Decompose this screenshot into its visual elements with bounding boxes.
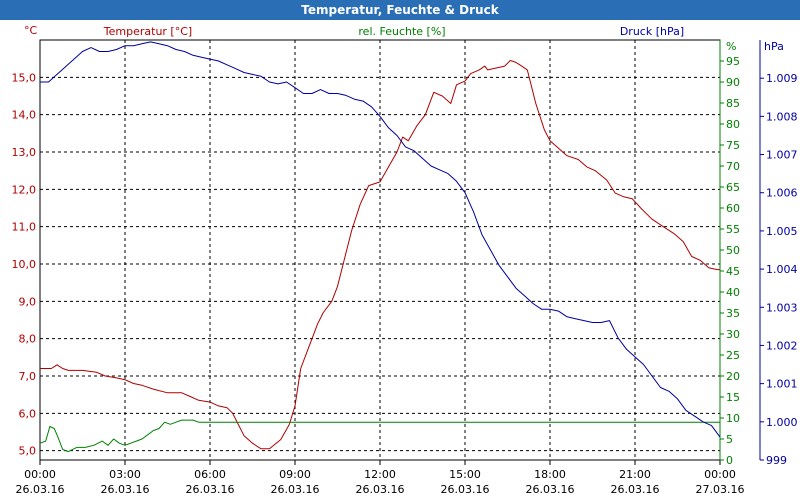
x-tick-time: 21:00 [619,468,651,481]
pressure-axis-label: Druck [hPa] [620,25,684,38]
temperature-tick-label: 6,0 [19,407,37,420]
humidity-tick-label: 25 [726,349,740,362]
humidity-tick-label: 20 [726,370,740,383]
x-tick-time: 03:00 [109,468,141,481]
pressure-tick-label: 1.002 [766,339,798,352]
temperature-tick-label: 7,0 [19,370,37,383]
humidity-axis-label: rel. Feuchte [%] [358,25,445,38]
pressure-tick-label: 999 [766,454,787,467]
chart-area: 00:00 26.03.16 03:00 26.03.16 06:00 26.03.16 0… [12,24,798,496]
humidity-tick-label: 90 [726,76,740,89]
pressure-tick-label: 1.006 [766,187,798,200]
x-tick-date: 26.03.16 [441,483,490,496]
temperature-tick-label: 10,0 [12,258,37,271]
temperature-tick-label: 12,0 [12,183,37,196]
humidity-tick-label: 45 [726,265,740,278]
x-tick-date: 26.03.16 [16,483,65,496]
humidity-tick-label: 60 [726,202,740,215]
pressure-tick-label: 1.000 [766,416,798,429]
pressure-tick-label: 1.009 [766,72,798,85]
humidity-tick-label: 80 [726,118,740,131]
humidity-tick-label: 85 [726,97,740,110]
temperature-tick-label: 9,0 [19,295,37,308]
x-tick-date: 26.03.16 [271,483,320,496]
humidity-tick-label: 50 [726,244,740,257]
humidity-tick-label: 30 [726,328,740,341]
x-tick-time: 09:00 [279,468,311,481]
x-tick-time: 15:00 [449,468,481,481]
humidity-tick-label: 55 [726,223,740,236]
humidity-unit: % [726,40,736,53]
humidity-tick-label: 35 [726,307,740,320]
humidity-tick-label: 70 [726,160,740,173]
humidity-line [39,419,720,453]
temperature-unit: °C [24,24,38,37]
humidity-tick-label: 95 [726,55,740,68]
x-tick-date: 26.03.16 [611,483,660,496]
x-tick-time: 00:00 [704,468,736,481]
x-tick-time: 12:00 [364,468,396,481]
window-title: Temperatur, Feuchte & Druck [0,0,800,20]
temperature-line [40,60,720,450]
humidity-tick-label: 5 [726,433,733,446]
temperature-tick-label: 11,0 [12,221,37,234]
temperature-tick-label: 14,0 [12,109,37,122]
pressure-tick-label: 1.003 [766,301,798,314]
x-tick-time: 00:00 [24,468,56,481]
temperature-tick-label: 13,0 [12,146,37,159]
humidity-tick-label: 0 [726,454,733,467]
x-tick-time: 06:00 [194,468,226,481]
humidity-tick-label: 10 [726,412,740,425]
pressure-tick-label: 1.007 [766,149,798,162]
x-tick-date: 26.03.16 [101,483,150,496]
x-tick-date: 27.03.16 [696,483,745,496]
x-tick-time: 18:00 [534,468,566,481]
temperature-tick-label: 8,0 [19,333,37,346]
humidity-tick-label: 75 [726,139,740,152]
humidity-tick-label: 40 [726,286,740,299]
x-tick-date: 26.03.16 [186,483,235,496]
pressure-tick-label: 1.008 [766,110,798,123]
pressure-tick-label: 1.004 [766,263,798,276]
x-tick-date: 26.03.16 [526,483,575,496]
temperature-tick-label: 5,0 [19,445,37,458]
humidity-tick-label: 15 [726,391,740,404]
pressure-tick-label: 1.001 [766,378,798,391]
temperature-tick-label: 15,0 [12,71,37,84]
pressure-unit: hPa [764,40,784,53]
x-tick-date: 26.03.16 [356,483,405,496]
humidity-tick-label: 65 [726,181,740,194]
pressure-tick-label: 1.005 [766,225,798,238]
pressure-line [40,41,721,438]
temperature-axis-label: Temperatur [°C] [103,25,192,38]
